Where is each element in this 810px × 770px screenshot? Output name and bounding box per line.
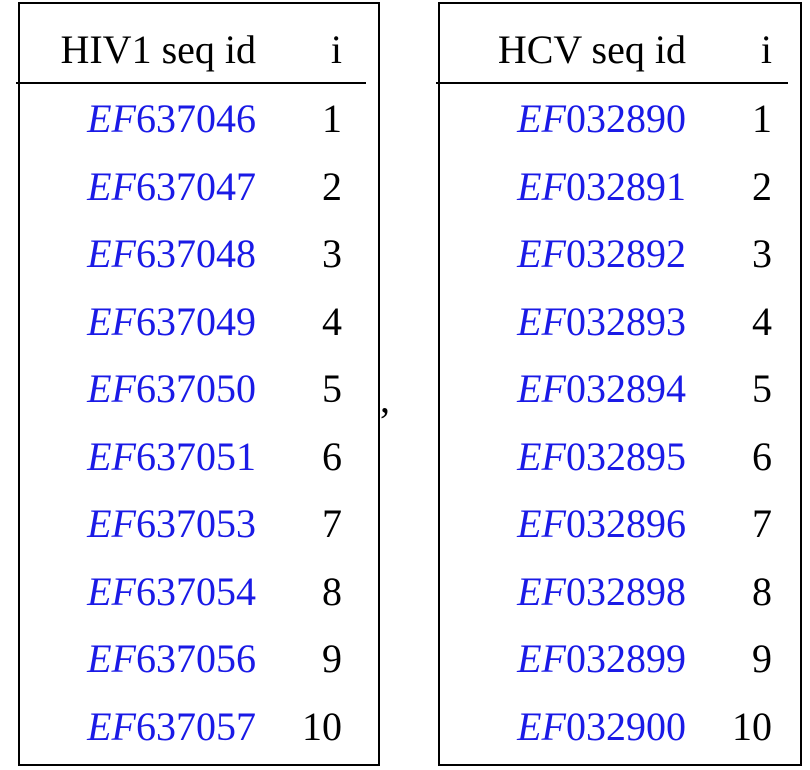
index: 10: [302, 703, 342, 749]
column-header: HIV1 seq id: [60, 27, 256, 72]
sequence-id: EF032898: [517, 568, 686, 614]
index: 8: [322, 568, 342, 614]
index: 3: [322, 231, 342, 276]
sequence-id: EF637049: [87, 298, 256, 344]
index: 6: [752, 433, 772, 479]
index: 6: [322, 433, 342, 479]
index: 7: [322, 501, 342, 546]
index: 4: [752, 298, 772, 344]
header-rule: [16, 82, 366, 84]
sequence-id: EF637056: [87, 636, 256, 681]
sequence-id: EF032900: [517, 703, 686, 749]
sequence-id: EF637047: [87, 163, 256, 209]
sequence-id: EF637057: [87, 703, 256, 749]
index: 1: [322, 96, 342, 141]
index: 10: [732, 703, 772, 749]
column-header: i: [760, 27, 772, 72]
index: 9: [322, 636, 342, 681]
sequence-id: EF637048: [87, 231, 256, 276]
sequence-id: EF032894: [517, 366, 686, 411]
sequence-id: EF032899: [517, 636, 686, 681]
sequence-id: EF032892: [517, 231, 686, 276]
index: 3: [752, 231, 772, 276]
sequence-id: EF032893: [517, 298, 686, 344]
sequence-id: EF032890: [517, 96, 686, 141]
column-header: HCV seq id: [497, 27, 686, 72]
header-rule: [436, 82, 788, 84]
index: 9: [752, 636, 772, 681]
index: 5: [322, 366, 342, 411]
separator: ,: [380, 376, 390, 421]
table: HIV1 seq id i EF637046 1 EF637047 2 EF637048 3 E…: [16, 2, 380, 766]
sequence-id: EF637046: [87, 96, 256, 141]
sequence-id: EF032896: [517, 501, 686, 546]
index: 1: [752, 96, 772, 141]
table: HCV seq id i EF032890 1 EF032891 2 EF032892 3 EF…: [436, 2, 802, 766]
index: 8: [752, 568, 772, 614]
sequence-id: EF637053: [87, 501, 256, 546]
sequence-id: EF637054: [87, 568, 256, 614]
index: 5: [752, 366, 772, 411]
index: 4: [322, 298, 342, 344]
sequence-id: EF637051: [87, 433, 256, 479]
sequence-id: EF032895: [517, 433, 686, 479]
index: 7: [752, 501, 772, 546]
sequence-id: EF032891: [517, 163, 686, 209]
column-header: i: [330, 27, 342, 72]
index: 2: [752, 163, 772, 209]
index: 2: [322, 163, 342, 209]
sequence-id: EF637050: [87, 366, 256, 411]
